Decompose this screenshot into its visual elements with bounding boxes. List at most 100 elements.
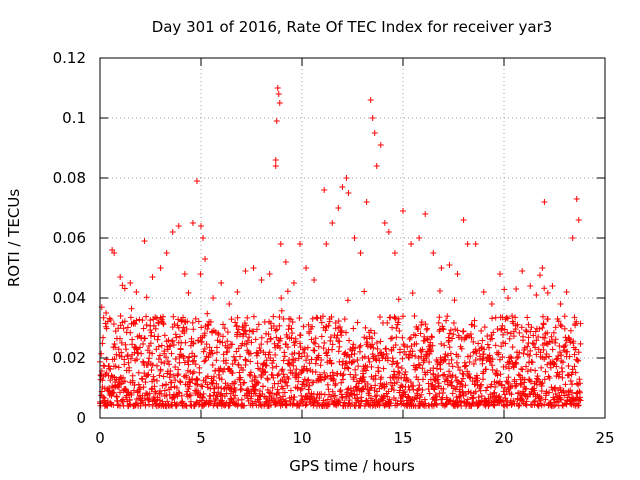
data-point: [180, 314, 187, 321]
data-point: [304, 377, 311, 384]
data-point: [385, 388, 392, 395]
data-point: [508, 355, 515, 362]
data-point: [241, 379, 248, 386]
data-point: [505, 374, 512, 381]
data-point: [296, 315, 303, 322]
data-point: [229, 341, 236, 348]
data-point: [506, 358, 513, 365]
data-point: [214, 393, 221, 400]
data-point: [175, 389, 182, 396]
data-point: [182, 339, 189, 346]
data-point: [250, 265, 257, 271]
data-point: [133, 356, 140, 363]
data-point: [112, 363, 119, 370]
data-point: [127, 314, 134, 321]
data-point: [280, 371, 287, 378]
data-point: [184, 318, 191, 325]
data-point: [358, 398, 365, 405]
data-point: [236, 353, 243, 360]
data-point: [341, 316, 348, 323]
data-point: [543, 354, 550, 361]
data-point: [352, 345, 359, 352]
data-point: [276, 394, 283, 401]
data-point: [221, 325, 228, 332]
data-point: [104, 402, 111, 409]
data-point: [288, 325, 295, 332]
data-point: [524, 314, 531, 321]
data-point: [135, 369, 142, 376]
data-point: [527, 366, 534, 373]
data-point: [504, 315, 511, 322]
data-point: [572, 369, 579, 376]
data-point: [473, 350, 480, 357]
data-point: [538, 364, 545, 371]
data-point: [382, 345, 389, 352]
y-axis-title: ROTI / TECUs: [5, 189, 23, 287]
data-point: [318, 377, 325, 384]
data-point: [280, 357, 287, 364]
data-point: [173, 334, 180, 341]
data-point: [160, 321, 167, 328]
data-point: [361, 353, 368, 360]
data-point: [201, 330, 208, 337]
data-point: [415, 385, 422, 392]
data-point: [368, 384, 375, 391]
data-point: [515, 353, 522, 360]
data-point: [551, 385, 558, 392]
data-point: [445, 334, 452, 341]
data-point: [404, 376, 411, 383]
data-point: [281, 349, 288, 356]
data-point: [188, 335, 195, 342]
data-point: [271, 340, 278, 347]
data-point: [569, 235, 576, 241]
data-point: [240, 366, 247, 373]
data-point: [219, 339, 226, 346]
data-point: [496, 393, 503, 400]
data-point: [284, 382, 291, 389]
chart-title: Day 301 of 2016, Rate Of TEC Index for r…: [152, 18, 553, 36]
data-point: [193, 376, 200, 383]
data-point: [332, 319, 339, 326]
data-point: [564, 348, 571, 355]
data-point: [451, 297, 458, 304]
data-point: [573, 318, 580, 325]
data-point: [283, 397, 290, 404]
data-point: [439, 372, 446, 379]
data-point: [381, 384, 388, 391]
data-point: [413, 395, 420, 402]
data-point: [252, 374, 259, 381]
data-point: [418, 322, 425, 329]
data-point: [339, 372, 346, 379]
data-point: [577, 340, 584, 347]
data-point: [305, 376, 312, 383]
data-point: [181, 359, 188, 366]
data-point: [163, 250, 170, 256]
data-point: [324, 381, 331, 388]
data-point: [375, 368, 382, 375]
data-point: [452, 374, 459, 381]
data-point: [281, 353, 288, 360]
data-point: [236, 369, 243, 376]
data-point: [343, 360, 350, 367]
data-point: [111, 250, 118, 256]
data-point: [156, 372, 163, 379]
data-point: [220, 321, 227, 328]
data-point: [503, 401, 510, 408]
data-point: [523, 363, 530, 370]
data-point: [425, 386, 432, 393]
data-point: [412, 353, 419, 360]
data-point: [269, 364, 276, 371]
data-point: [351, 235, 358, 241]
data-point: [508, 402, 515, 409]
data-point: [575, 217, 582, 223]
data-point: [285, 375, 292, 382]
data-point: [256, 345, 263, 352]
data-point: [426, 390, 433, 397]
data-point: [507, 330, 514, 337]
data-point: [552, 390, 559, 397]
data-point: [103, 325, 110, 332]
data-point: [193, 375, 200, 382]
data-point: [376, 400, 383, 407]
data-point: [139, 317, 146, 324]
data-point: [410, 386, 417, 393]
